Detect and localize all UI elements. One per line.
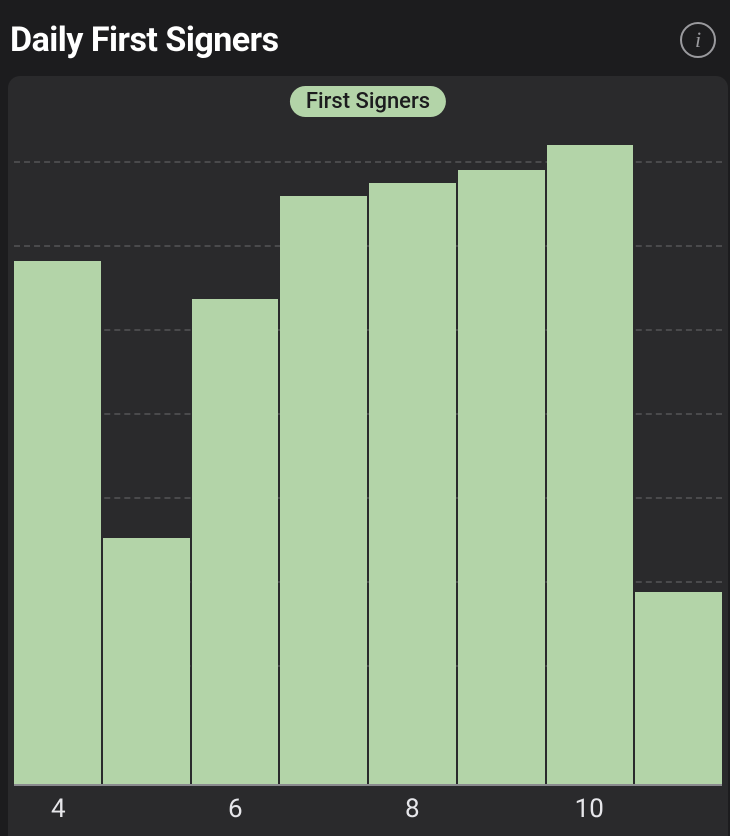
chart-card: Daily First Signers i First Signers 4 6 8 1… <box>0 0 730 836</box>
plot-region <box>14 86 722 786</box>
chart-title: Daily First Signers <box>10 20 279 60</box>
x-tick-label: 8 <box>405 794 420 824</box>
info-icon[interactable]: i <box>680 22 716 58</box>
bar[interactable] <box>458 170 545 784</box>
bars-container <box>14 86 722 784</box>
card-header: Daily First Signers i <box>0 0 730 68</box>
bar[interactable] <box>635 592 722 784</box>
chart-area: First Signers 4 6 8 10 <box>8 76 728 836</box>
bar[interactable] <box>14 261 101 785</box>
info-glyph: i <box>695 29 701 51</box>
x-axis: 4 6 8 10 <box>14 788 722 836</box>
bar[interactable] <box>192 299 279 784</box>
bar[interactable] <box>369 183 456 784</box>
x-baseline <box>14 784 722 786</box>
legend-badge[interactable]: First Signers <box>290 86 446 117</box>
bar[interactable] <box>280 196 367 784</box>
x-tick-label: 10 <box>575 794 604 824</box>
x-tick-label: 4 <box>51 794 66 824</box>
bar[interactable] <box>103 538 190 784</box>
x-tick-label: 6 <box>228 794 243 824</box>
legend-label: First Signers <box>306 89 430 114</box>
bar[interactable] <box>547 145 634 784</box>
